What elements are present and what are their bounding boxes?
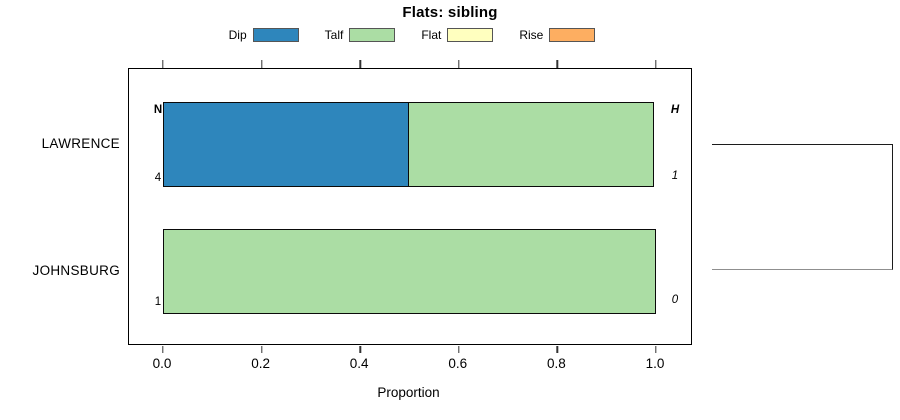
count-n-lawrence: 4 <box>154 172 162 184</box>
count-header-n: N <box>153 104 163 116</box>
legend-item-dip: Dip <box>229 28 299 42</box>
x-tick-bottom-1.0 <box>655 345 657 353</box>
x-tick-bottom-0.4 <box>359 345 361 353</box>
legend-swatch-dip <box>252 28 299 42</box>
legend-label-rise: Rise <box>519 28 544 42</box>
x-tick-label-0.0: 0.0 <box>152 356 172 371</box>
x-tick-label-0.4: 0.4 <box>349 356 369 371</box>
x-tick-top-0.4 <box>359 60 361 68</box>
legend-label-talf: Talf <box>324 28 344 42</box>
legend-swatch-rise <box>549 28 596 42</box>
count-n-johnsburg: 1 <box>154 296 162 308</box>
x-tick-top-1.0 <box>655 60 657 68</box>
bar-row-johnsburg <box>163 229 656 314</box>
legend-item-flat: Flat <box>421 28 494 42</box>
plot-area <box>162 60 657 353</box>
x-tick-top-0.2 <box>260 60 263 68</box>
plot-box <box>128 60 692 353</box>
x-tick-label-0.8: 0.8 <box>547 356 566 371</box>
dendrogram-bracket <box>712 144 893 270</box>
bar-segment-talf-lawrence <box>407 102 655 187</box>
x-tick-bottom-0.8 <box>556 345 559 353</box>
category-label-johnsburg: JOHNSBURG <box>32 263 120 278</box>
bar-row-lawrence <box>163 102 656 187</box>
x-axis-tick-labels: 0.0 0.2 0.4 0.6 0.8 1.0 <box>153 356 665 372</box>
chart-title: Flats: sibling <box>402 4 498 21</box>
legend-label-dip: Dip <box>228 28 247 42</box>
bar-segment-talf-johnsburg <box>163 229 656 314</box>
x-tick-bottom-0.6 <box>458 345 460 353</box>
category-label-lawrence: LAWRENCE <box>41 136 120 151</box>
legend-item-rise: Rise <box>519 28 596 42</box>
legend-label-flat: Flat <box>421 28 442 42</box>
legend-item-talf: Talf <box>325 28 396 42</box>
legend: Dip Talf Flat Rise <box>0 27 824 43</box>
x-tick-top-0.8 <box>556 60 559 68</box>
x-tick-label-0.6: 0.6 <box>448 356 468 371</box>
x-axis-title: Proportion <box>377 385 440 400</box>
x-tick-label-1.0: 1.0 <box>645 356 665 371</box>
legend-swatch-talf <box>349 28 396 42</box>
x-tick-top-0.0 <box>162 60 164 68</box>
count-h-johnsburg: 0 <box>671 294 679 306</box>
count-h-lawrence: 1 <box>671 170 679 182</box>
count-header-h: H <box>670 104 680 116</box>
x-tick-top-0.6 <box>458 60 460 68</box>
x-tick-bottom-0.2 <box>260 345 263 353</box>
x-tick-bottom-0.0 <box>162 345 164 353</box>
bar-segment-dip-lawrence <box>163 102 410 187</box>
x-tick-label-0.2: 0.2 <box>251 356 270 371</box>
legend-swatch-flat <box>447 28 494 42</box>
